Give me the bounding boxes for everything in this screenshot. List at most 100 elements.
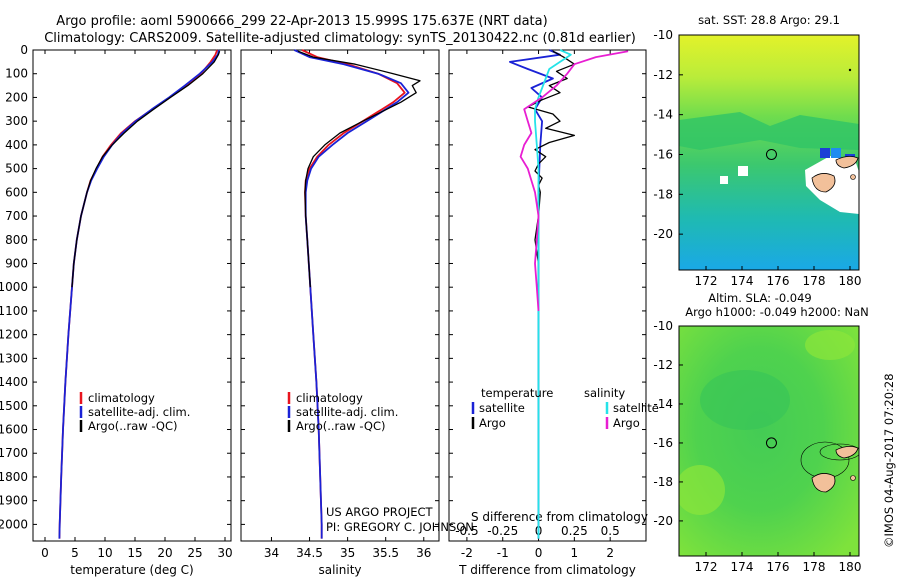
panel-salinity: 34 34.5 35 35.5 36 salinity climatologysatelli…: [240, 49, 440, 577]
x-tick-label: 1: [571, 546, 579, 560]
island-small: [850, 475, 856, 481]
plot-area: [448, 49, 647, 542]
legend-entry: climatology: [296, 391, 363, 405]
map-lat-label: -10: [653, 28, 673, 42]
y-tick-label: 1000: [0, 280, 28, 294]
y-tick-label: 300: [5, 114, 28, 128]
x-axis-label: temperature (deg C): [70, 563, 193, 577]
legend-title-temperature: temperature: [481, 386, 553, 400]
legend-entry: satellite-adj. clim.: [88, 405, 190, 419]
map-lat-label: -20: [653, 227, 673, 241]
sst-cold-pixel: [820, 148, 830, 158]
y-tick-label: 400: [5, 138, 28, 152]
top-tick-label: -0.5: [455, 524, 478, 538]
y-tick-label: 1700: [0, 446, 28, 460]
map-lat-label: -10: [653, 319, 673, 333]
x-axis-label: T difference from climatology: [458, 563, 636, 577]
profile-panels: 0100200300400500600700800900100011001200…: [0, 43, 659, 577]
top-axis-label: S difference from climatology: [471, 510, 648, 524]
project-label: US ARGO PROJECT: [326, 505, 434, 519]
sla-contour: [819, 443, 859, 461]
sst-cloud-gap: [738, 166, 748, 176]
map-lon-label: 178: [803, 560, 826, 574]
x-tick-label: 5: [71, 546, 79, 560]
figure-title-line2: Climatology: CARS2009. Satellite-adjuste…: [44, 31, 636, 46]
island-viti-levu: [811, 473, 836, 493]
legend-entry: satellite-adj. clim.: [296, 405, 398, 419]
sla-field-high: [679, 465, 725, 515]
map-lon-label: 172: [695, 560, 718, 574]
figure-title-line1: Argo profile: aoml 5900666_299 22-Apr-20…: [56, 14, 547, 29]
x-tick-label: 34: [264, 546, 279, 560]
sla-map-frame: [678, 325, 860, 557]
x-tick-label: 0: [535, 546, 543, 560]
y-tick-label: 1400: [0, 375, 28, 389]
legend-entry: Argo: [613, 416, 640, 430]
argo-float-marker: [765, 148, 777, 160]
x-tick-label: 34.5: [296, 546, 323, 560]
map-lat-label: -14: [653, 108, 673, 122]
sla-field: [679, 326, 859, 556]
y-tick-label: 100: [5, 67, 28, 81]
x-tick-label: 0: [41, 546, 49, 560]
map-lat-label: -12: [653, 68, 673, 82]
x-tick-label: 35.5: [372, 546, 399, 560]
map-lon-label: 176: [767, 560, 790, 574]
y-tick-label: 1100: [0, 304, 28, 318]
map-lat-label: -12: [653, 358, 673, 372]
series-line-satellite: [534, 49, 572, 539]
y-tick-label: 800: [5, 233, 28, 247]
series-line-satellite-adj-clim: [58, 49, 220, 539]
legend-entry: Argo(..raw -QC): [296, 419, 386, 433]
sla-map-axes: 172 174 176 178 180 -10 -12 -14 -16 -18 -20: [653, 319, 861, 574]
series-line-argo: [519, 50, 629, 311]
series-line-argo: [527, 50, 576, 288]
y-tick-label: 1200: [0, 328, 28, 342]
legend-entry: Argo(..raw -QC): [88, 419, 178, 433]
sla-map-title-line1: Altim. SLA: -0.049: [708, 291, 812, 305]
plot-area: [32, 49, 232, 542]
island-vanua-levu: [835, 446, 859, 459]
x-tick-label: 20: [157, 546, 172, 560]
sst-map-frame: [678, 34, 860, 271]
series-line-argo-raw-qc: [71, 50, 221, 288]
x-tick-label: 30: [217, 546, 232, 560]
sst-map-title: sat. SST: 28.8 Argo: 29.1: [698, 13, 840, 27]
x-tick-label: 2: [606, 546, 614, 560]
y-tick-label: 1300: [0, 351, 28, 365]
map-lat-label: -16: [653, 436, 673, 450]
sst-cloud-gap: [720, 176, 728, 184]
island-viti-levu: [811, 173, 836, 193]
top-tick-label: 0.5: [601, 524, 620, 538]
x-tick-label: 35: [340, 546, 355, 560]
plot-area: [240, 49, 440, 542]
island-vanua-levu: [835, 156, 859, 169]
y-tick-label: 1600: [0, 423, 28, 437]
map-lon-label: 176: [767, 274, 790, 288]
map-lat-label: -18: [653, 475, 673, 489]
map-lat-label: -14: [653, 397, 673, 411]
y-tick-label: 1500: [0, 399, 28, 413]
map-lon-label: 178: [803, 274, 826, 288]
island-small: [850, 174, 856, 180]
legend-title-salinity: salinity: [584, 386, 625, 400]
sst-map-panel: sat. SST: 28.8 Argo: 29.1 172 174 176 178 18…: [653, 13, 861, 288]
map-lon-label: 172: [695, 274, 718, 288]
top-tick-label: 0.25: [561, 524, 588, 538]
sst-map-axes: 172 174 176 178 180 -10 -12 -14 -16 -18 -20: [653, 28, 861, 288]
y-tick-label: 1900: [0, 494, 28, 508]
legend-entry: satellite: [613, 401, 659, 415]
y-tick-label: 900: [5, 256, 28, 270]
sst-cold-pixel: [831, 148, 841, 158]
series-line-satellite-adj-clim: [293, 49, 410, 539]
y-tick-label: 200: [5, 90, 28, 104]
legend-entry: climatology: [88, 391, 155, 405]
y-tick-label: 1800: [0, 470, 28, 484]
island-dot: [848, 68, 852, 72]
x-tick-label: 10: [97, 546, 112, 560]
x-axis-label: salinity: [318, 563, 361, 577]
pi-label: PI: GREGORY C. JOHNSON: [326, 520, 474, 534]
y-tick-label: 0: [20, 43, 28, 57]
legend-entry: satellite: [479, 401, 525, 415]
